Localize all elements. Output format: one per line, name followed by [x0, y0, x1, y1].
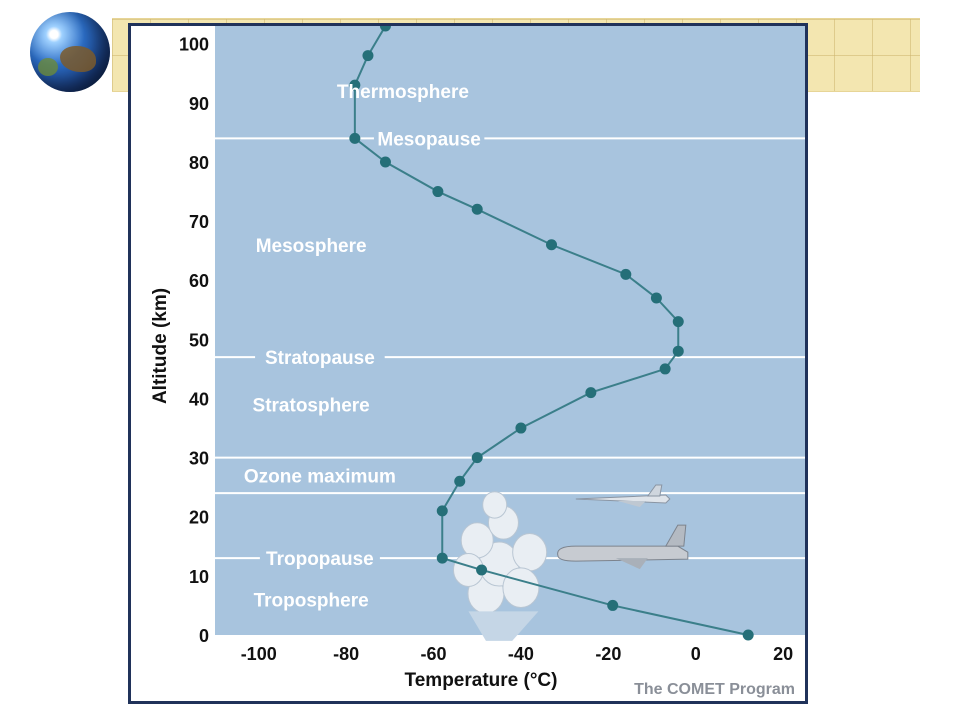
x-tick-label: 0 [691, 644, 701, 664]
y-tick-label: 90 [189, 94, 209, 114]
plot-background [215, 26, 805, 635]
airliner-body [557, 545, 689, 562]
region-label-stratosphere: Stratosphere [253, 395, 370, 416]
x-tick-label: -20 [595, 644, 621, 664]
temperature-profile-line [353, 25, 749, 636]
temperature-altitude-chart: Mesopause Stratopause Tropopause Thermosph… [150, 20, 805, 698]
globe-icon [30, 12, 110, 92]
cloud-base [468, 611, 539, 641]
region-label-troposphere: Troposphere [254, 591, 369, 612]
airliner-wing [615, 558, 648, 570]
y-tick-label: 10 [189, 567, 209, 587]
y-tick-label: 60 [189, 271, 209, 291]
data-point-12 [650, 292, 662, 304]
data-point-20 [362, 50, 374, 62]
airliner-icon [557, 524, 689, 570]
data-point-16 [432, 186, 444, 198]
x-axis-label: Temperature (°C) [405, 670, 558, 691]
x-tick-label: -100 [241, 644, 277, 664]
y-tick-label: 100 [179, 35, 209, 55]
y-tick-label: 80 [189, 153, 209, 173]
y-tick-label: 40 [189, 389, 209, 409]
boundary-label-tropopause: Tropopause [266, 549, 374, 570]
data-point-17 [379, 156, 391, 168]
data-point-19 [349, 79, 361, 91]
jet-tail [646, 484, 663, 497]
data-point-1 [607, 599, 619, 611]
data-point-4 [436, 505, 448, 517]
data-point-2 [476, 564, 488, 576]
y-tick-label: 70 [189, 212, 209, 232]
data-point-7 [515, 422, 527, 434]
data-point-18 [349, 132, 361, 144]
data-point-11 [672, 316, 684, 328]
x-tick-label: 20 [773, 644, 793, 664]
y-tick-label: 50 [189, 330, 209, 350]
data-point-10 [672, 345, 684, 357]
jet-fighter-icon [575, 484, 671, 508]
cloud-puff-4 [512, 533, 548, 572]
boundary-label-stratopause: Stratopause [265, 348, 375, 369]
cloud-puff-2 [460, 522, 494, 559]
y-tick-label: 30 [189, 449, 209, 469]
data-point-3 [436, 552, 448, 564]
data-point-13 [620, 268, 632, 280]
jet-wing [617, 501, 646, 508]
boundary-label-mesopause: Mesopause [377, 129, 480, 150]
data-point-0 [742, 629, 754, 641]
data-point-15 [471, 203, 483, 215]
y-tick-label: 0 [199, 626, 209, 646]
data-point-5 [454, 475, 466, 487]
x-tick-label: -60 [421, 644, 447, 664]
airliner-tail [664, 524, 687, 547]
data-point-8 [585, 387, 597, 399]
chart-frame: Mesopause Stratopause Tropopause Thermosph… [128, 20, 808, 704]
data-point-6 [471, 452, 483, 464]
y-tick-label: 20 [189, 508, 209, 528]
data-point-9 [659, 363, 671, 375]
region-label-mesosphere: Mesosphere [256, 236, 367, 257]
x-tick-label: -80 [333, 644, 359, 664]
y-axis-label: Altitude (km) [150, 288, 171, 404]
credit-text: The COMET Program [634, 681, 795, 698]
region-label-thermosphere: Thermosphere [337, 82, 469, 103]
cloud-puff-7 [482, 491, 508, 519]
cloud-puff-5 [502, 567, 540, 608]
region-label-ozone-maximum: Ozone maximum [244, 466, 396, 487]
data-point-14 [546, 239, 558, 251]
x-tick-label: -40 [508, 644, 534, 664]
